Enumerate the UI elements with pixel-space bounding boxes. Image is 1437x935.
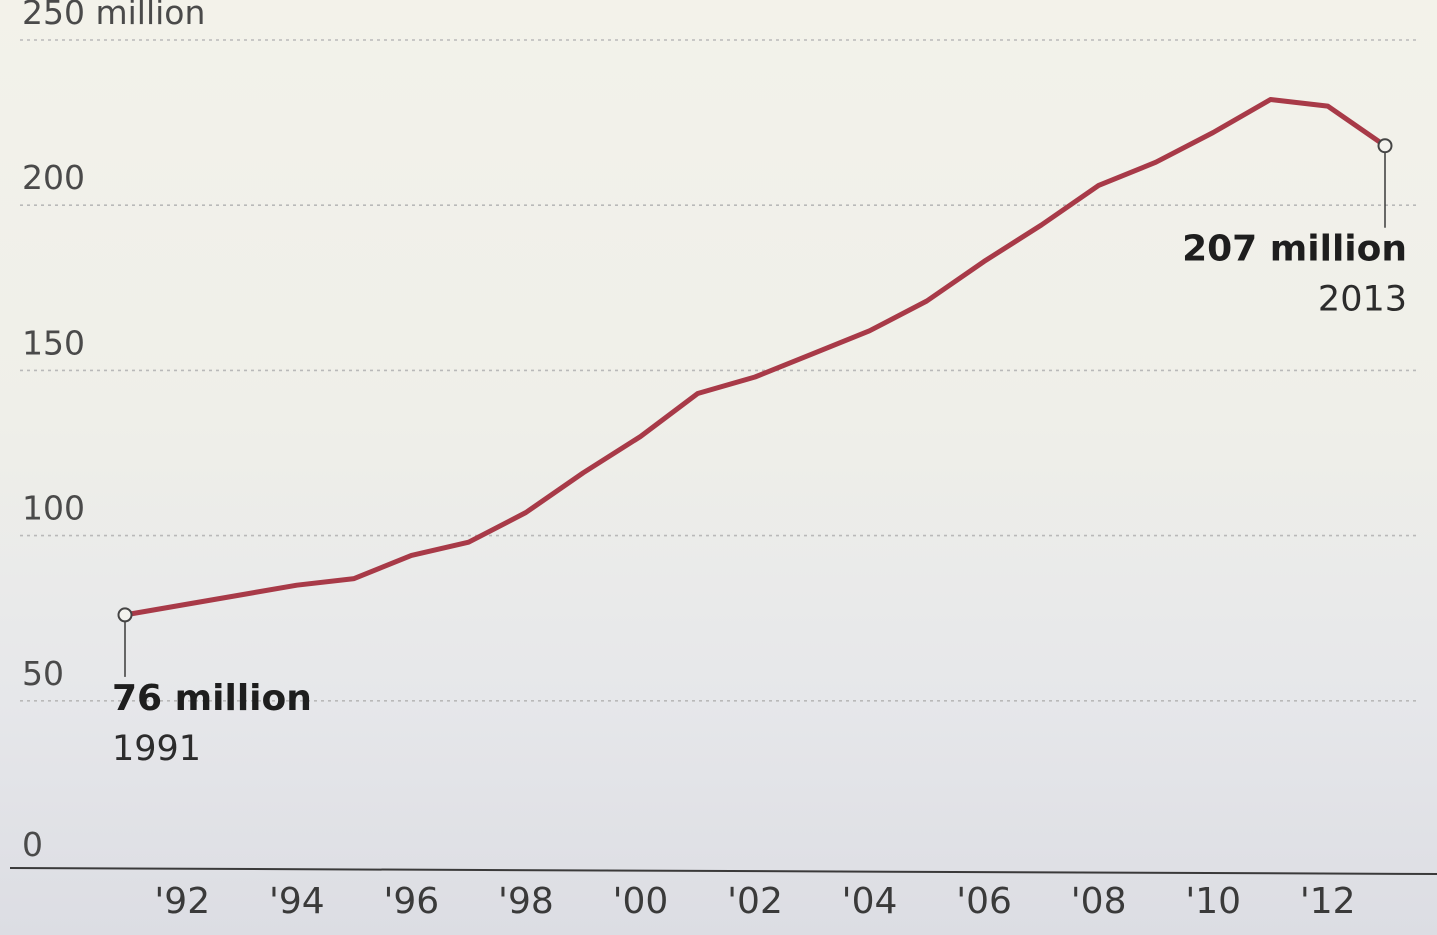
x-tick-label: '96 — [384, 881, 440, 922]
annotation-marker — [1377, 138, 1393, 154]
x-tick-label: '04 — [842, 881, 898, 922]
x-tick-label: '06 — [956, 881, 1012, 922]
x-axis-line — [9, 867, 1437, 875]
annotation-value-label: 207 million — [1182, 229, 1407, 270]
data-point — [294, 583, 299, 588]
data-point — [982, 259, 987, 264]
data-point — [1153, 160, 1158, 165]
x-tick-label: '08 — [1071, 881, 1127, 922]
annotation-value-label: 76 million — [112, 678, 312, 719]
data-point — [867, 328, 872, 333]
x-tick-label: '12 — [1300, 881, 1356, 922]
annotation-year-label: 1991 — [112, 729, 201, 769]
x-tick-label: '98 — [498, 881, 554, 922]
x-tick-label: '00 — [613, 881, 669, 922]
x-tick-label: '02 — [727, 881, 783, 922]
data-point — [237, 593, 242, 598]
data-point — [409, 553, 414, 558]
data-point — [1211, 130, 1216, 135]
data-point — [180, 602, 185, 607]
y-tick-label: 0 — [22, 825, 43, 864]
data-point — [695, 391, 700, 396]
x-tick-label: '10 — [1185, 881, 1241, 922]
data-point — [1039, 223, 1044, 228]
data-point — [581, 470, 586, 475]
y-tick-label: 150 — [22, 323, 85, 362]
annotation-year-label: 2013 — [1318, 280, 1407, 320]
y-tick-label: 250 million — [22, 0, 205, 32]
x-tick-label: '92 — [154, 881, 210, 922]
data-point — [810, 351, 815, 356]
x-tick-label: '94 — [269, 881, 325, 922]
data-point — [523, 510, 528, 515]
y-tick-label: 200 — [22, 158, 85, 197]
data-point — [1268, 97, 1273, 102]
data-point — [638, 434, 643, 439]
series-line — [122, 97, 1388, 618]
data-point — [924, 299, 929, 304]
data-point — [1096, 183, 1101, 188]
data-point — [466, 540, 471, 545]
data-point — [352, 576, 357, 581]
y-tick-label: 50 — [22, 654, 64, 693]
y-tick-label: 100 — [22, 489, 85, 528]
annotation-marker — [117, 607, 133, 623]
data-point — [1325, 104, 1330, 109]
data-point — [753, 375, 758, 380]
